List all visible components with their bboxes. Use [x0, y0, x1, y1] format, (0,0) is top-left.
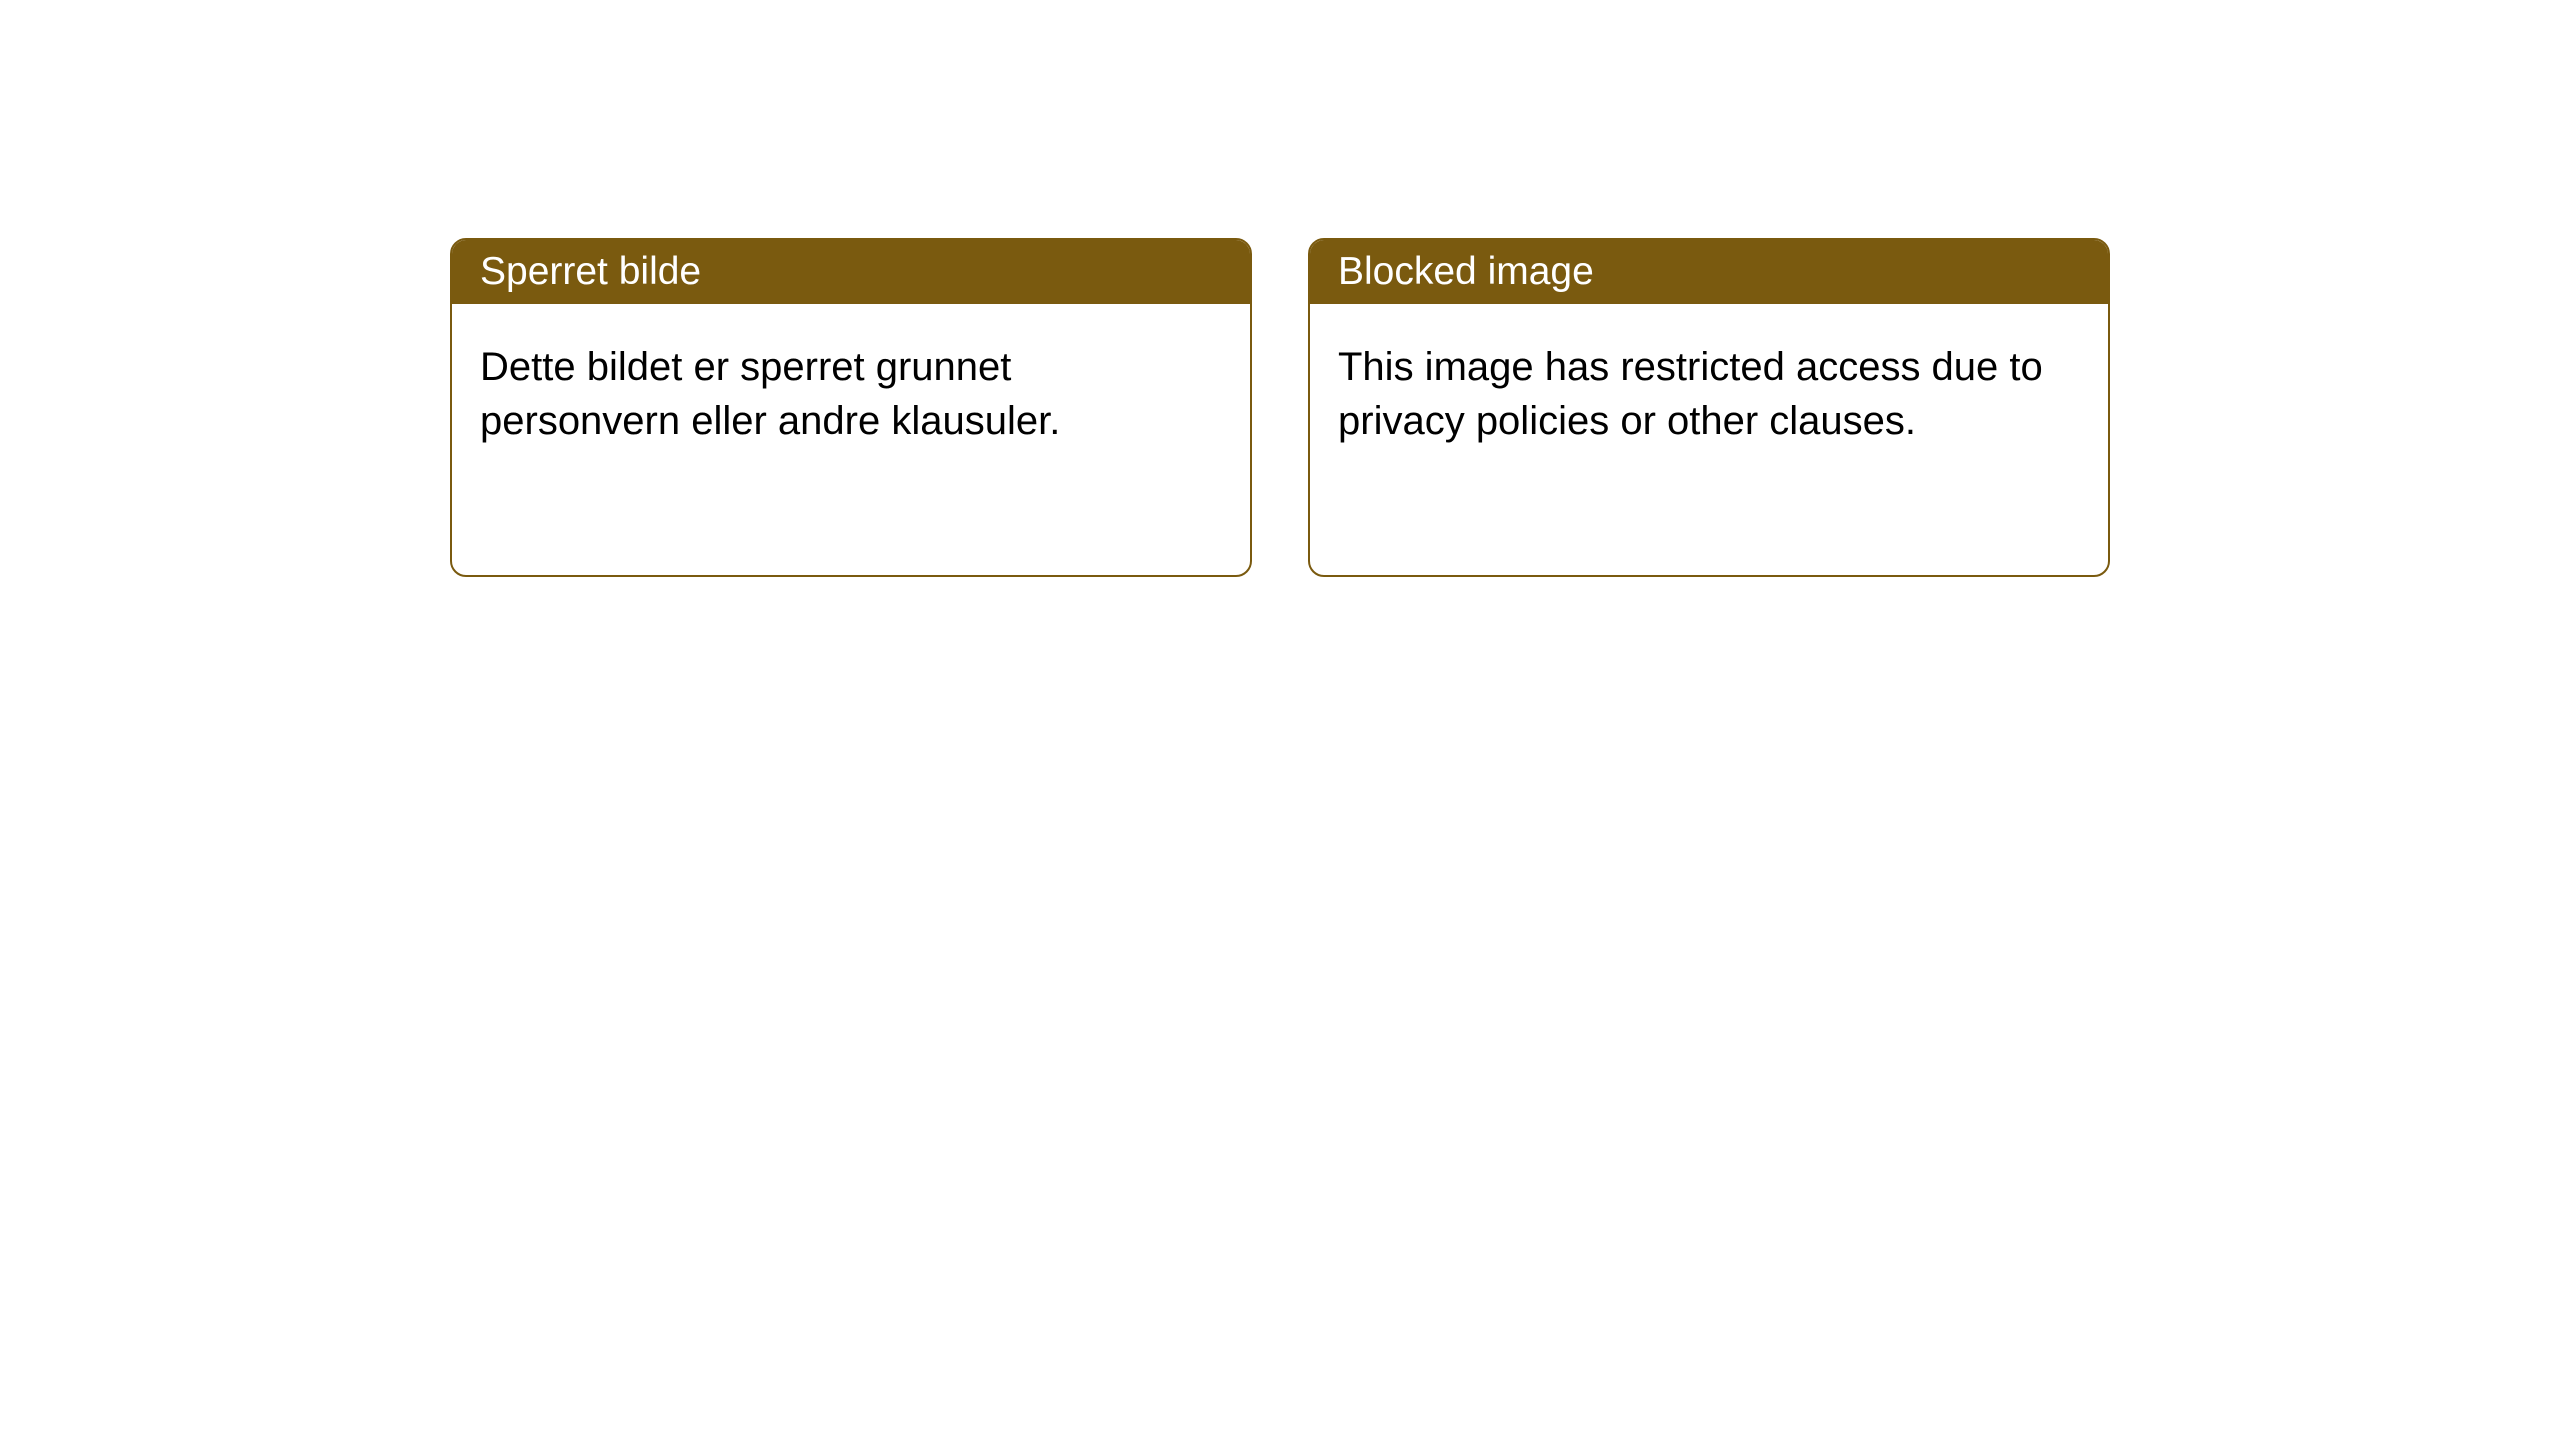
blocked-image-card-no: Sperret bilde Dette bildet er sperret gr… [450, 238, 1252, 577]
card-header: Sperret bilde [452, 240, 1250, 304]
card-message: Dette bildet er sperret grunnet personve… [480, 345, 1060, 443]
card-body: This image has restricted access due to … [1310, 304, 2108, 484]
blocked-image-card-en: Blocked image This image has restricted … [1308, 238, 2110, 577]
card-body: Dette bildet er sperret grunnet personve… [452, 304, 1250, 484]
card-header: Blocked image [1310, 240, 2108, 304]
card-title: Sperret bilde [480, 250, 701, 293]
card-message: This image has restricted access due to … [1338, 345, 2043, 443]
card-title: Blocked image [1338, 250, 1594, 293]
cards-container: Sperret bilde Dette bildet er sperret gr… [450, 238, 2110, 577]
